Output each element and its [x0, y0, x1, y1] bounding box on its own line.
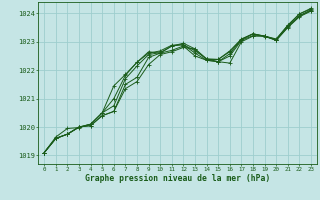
X-axis label: Graphe pression niveau de la mer (hPa): Graphe pression niveau de la mer (hPa) — [85, 174, 270, 183]
